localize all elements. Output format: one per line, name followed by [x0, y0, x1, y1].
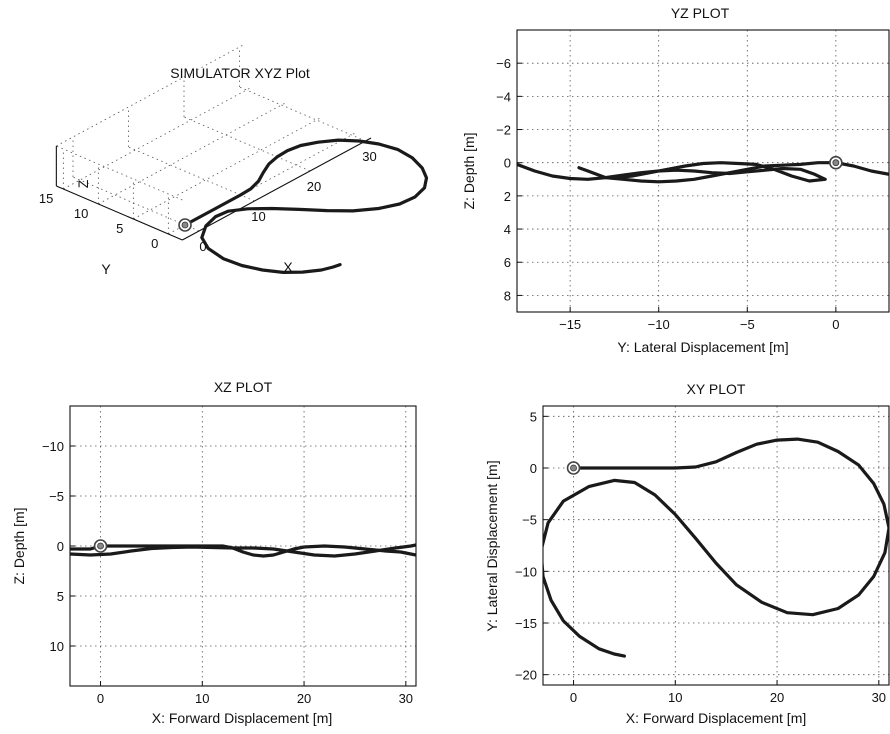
yz-y-tick-label: 0	[504, 156, 511, 171]
yz-x-tick-label: −5	[740, 317, 755, 332]
xz-y-axis-label: Z: Depth [m]	[11, 507, 27, 584]
xyz-floor-grid-y	[98, 101, 288, 205]
yz-x-tick-label: 0	[832, 317, 839, 332]
xy-x-tick-label: 0	[570, 690, 577, 705]
xz-y-tick-label: −5	[49, 489, 64, 504]
xy-y-tick-label: −5	[522, 513, 537, 528]
xyz-wall-top	[56, 145, 183, 201]
xz-trajectory-line-1	[70, 544, 416, 558]
yz-x-tick-label: −15	[559, 317, 581, 332]
xy-y-axis-label: Y: Lateral Displacement [m]	[484, 460, 500, 631]
xz-plot-title: XZ PLOT	[214, 379, 273, 395]
xz-start-marker-core	[97, 542, 104, 550]
xyz-plot: SIMULATOR XYZ Plot 0 10 20 30 0 5 10 15 X Y Z	[39, 43, 429, 277]
xy-tick-labels: 0 10 20 30 5 0 −5 −10 −15 −20	[515, 409, 886, 705]
xyz-wall-top	[56, 43, 246, 147]
xy-y-tick-label: −20	[515, 668, 537, 683]
xyz-x-axis-line	[182, 137, 372, 241]
yz-y-tick-label: 4	[504, 222, 511, 237]
yz-y-tick-label: 8	[504, 288, 511, 303]
xz-y-tick-label: 10	[50, 639, 64, 654]
xy-plot-frame	[542, 405, 890, 686]
xyz-x-tick-label: 0	[199, 239, 206, 254]
xyz-floor-grid-y	[133, 116, 323, 220]
xyz-y-axis-label: Y	[101, 261, 111, 277]
xy-y-tick-label: −10	[515, 564, 537, 579]
xy-trajectory-line-1	[543, 437, 889, 658]
yz-y-tick-label: −6	[496, 56, 511, 71]
xz-y-tick-label: −10	[42, 439, 64, 454]
xyz-trajectory	[178, 138, 429, 274]
xz-x-axis-label: X: Forward Displacement [m]	[152, 710, 333, 726]
yz-y-axis-label: Z: Depth [m]	[461, 132, 477, 209]
xyz-z-axis-label: Z	[75, 179, 91, 188]
xz-x-tick-label: 20	[297, 691, 311, 706]
xy-x-tick-label: 20	[770, 690, 784, 705]
xy-y-tick-label: 5	[530, 409, 537, 424]
yz-tick-labels: −15 −10 −5 0 −6 −4 −2 0 2 4 6 8	[496, 56, 839, 332]
xyz-floor-grid-y	[63, 86, 253, 190]
yz-y-tick-label: 2	[504, 189, 511, 204]
yz-plot-title: YZ PLOT	[671, 5, 730, 21]
xy-y-tick-label: −15	[515, 616, 537, 631]
yz-trajectory	[517, 155, 889, 184]
yz-trajectory-line-2	[517, 161, 827, 183]
xyz-y-tick-label: 0	[151, 236, 158, 251]
xz-trajectory	[70, 539, 416, 558]
xyz-y-tick-label: 15	[39, 191, 53, 206]
xy-trajectory	[543, 437, 889, 658]
yz-plot-frame	[516, 29, 890, 313]
xz-plot: XZ PLOT 0 10 20 30 −10 −5 0 5 10 X: Forward Disp…	[11, 379, 417, 726]
xz-x-tick-label: 10	[195, 691, 209, 706]
xyz-floor-grid-x	[239, 86, 366, 142]
yz-start-marker-core	[832, 159, 840, 167]
yz-y-tick-label: −4	[496, 89, 511, 104]
xyz-tick-labels: 0 10 20 30 0 5 10 15	[39, 149, 377, 254]
xz-tick-labels: 0 10 20 30 −10 −5 0 5 10	[42, 439, 413, 706]
xy-plot-title: XY PLOT	[687, 381, 746, 397]
xy-grid	[543, 406, 889, 685]
xz-x-tick-label: 30	[399, 691, 413, 706]
xy-start-marker-core	[570, 464, 577, 472]
xz-x-tick-label: 0	[97, 691, 104, 706]
xz-y-tick-label: 5	[57, 589, 64, 604]
yz-x-tick-label: −10	[648, 317, 670, 332]
yz-plot: YZ PLOT −15 −10 −5 0 −6 −4 −2 0 2 4 6 8 Y: Lateral …	[461, 5, 890, 355]
xy-x-tick-label: 10	[668, 690, 682, 705]
xyz-y-axis-line	[56, 185, 183, 241]
xy-plot: XY PLOT 0 10 20 30 5 0 −5 −10 −15 −20 X: Forward …	[484, 381, 890, 726]
xy-x-axis-label: X: Forward Displacement [m]	[626, 710, 807, 726]
yz-y-tick-label: −2	[496, 123, 511, 138]
xyz-y-tick-label: 10	[74, 206, 88, 221]
xz-y-tick-label: 0	[57, 539, 64, 554]
xyz-x-tick-label: 20	[307, 179, 321, 194]
xy-y-tick-label: 0	[530, 461, 537, 476]
xyz-floor-grid-x	[128, 146, 255, 202]
xyz-x-tick-label: 30	[362, 149, 376, 164]
xz-plot-frame	[69, 405, 417, 687]
xyz-floor-grid-x	[183, 116, 311, 172]
xyz-x-axis-label: X	[283, 259, 293, 275]
yz-x-axis-label: Y: Lateral Displacement [m]	[617, 339, 788, 355]
xyz-y-tick-label: 5	[116, 221, 123, 236]
xy-x-tick-label: 30	[872, 690, 886, 705]
xyz-trajectory-line	[183, 138, 429, 274]
xyz-start-marker-core	[181, 221, 189, 229]
xyz-plot-title: SIMULATOR XYZ Plot	[170, 65, 310, 81]
yz-y-tick-label: 6	[504, 255, 511, 270]
xz-trajectory-line-2	[70, 543, 416, 558]
xyz-x-tick-label: 10	[251, 209, 265, 224]
